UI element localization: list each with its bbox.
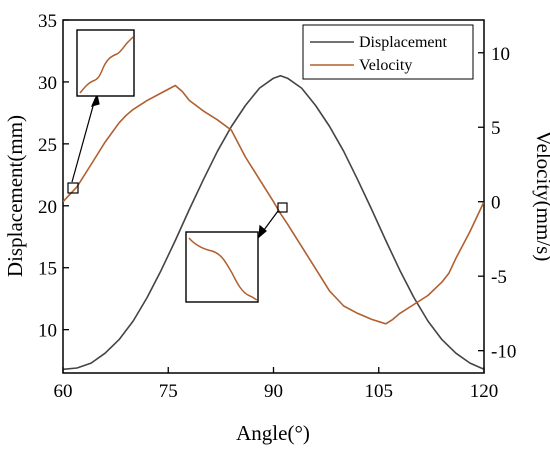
y-right-tick-label: 10: [491, 44, 510, 65]
zoom-marker-2: [277, 202, 288, 213]
y-right-tick-label: 0: [491, 193, 501, 214]
legend-box: [302, 24, 474, 80]
x-tick-label: 60: [54, 381, 73, 402]
series-layer: [63, 74, 484, 371]
y-right-tick-label: -5: [491, 267, 507, 288]
y-left-tick-label: 35: [38, 11, 57, 32]
y-left-tick-label: 10: [38, 321, 57, 342]
inset-2: [185, 231, 259, 303]
x-tick-label: 75: [159, 381, 178, 402]
x-tick-label: 90: [264, 381, 283, 402]
zoom-marker-1: [67, 182, 79, 194]
inset-2-curve: [188, 237, 258, 301]
arrow-line-1: [71, 98, 96, 183]
series-line-displacement: [63, 74, 484, 371]
y-right-tick-label: 5: [491, 118, 501, 139]
y-right-tick-label: -10: [491, 342, 516, 363]
x-axis-title: Angle(°): [236, 421, 310, 445]
arrow-head-1: [90, 93, 100, 107]
y-left-tick-label: 15: [38, 259, 57, 280]
y-left-tick-label: 20: [38, 197, 57, 218]
x-tick-label: 105: [365, 381, 394, 402]
legend-label-velocity: Velocity: [359, 57, 412, 74]
inset-2-frame: [185, 231, 259, 303]
inset-arrows: [71, 93, 279, 239]
inset-1-curve: [79, 36, 134, 94]
y-left-axis-title: Displacement(mm): [3, 115, 27, 277]
legend: Displacement Velocity: [302, 24, 474, 80]
y-right-axis-title: Velocity(mm/s): [532, 131, 550, 262]
y-left-tick-label: 30: [38, 73, 57, 94]
arrow-head-2: [258, 224, 267, 239]
y-left-tick-label: 25: [38, 135, 57, 156]
legend-label-displacement: Displacement: [359, 34, 448, 51]
inset-1: [76, 29, 135, 97]
ticks-layer: 60 75 90 105 120 10 15 20 25 30 35 -10 -5 0 5 10: [38, 11, 516, 402]
series-line-velocity: [63, 84, 484, 325]
x-tick-label: 120: [470, 381, 499, 402]
